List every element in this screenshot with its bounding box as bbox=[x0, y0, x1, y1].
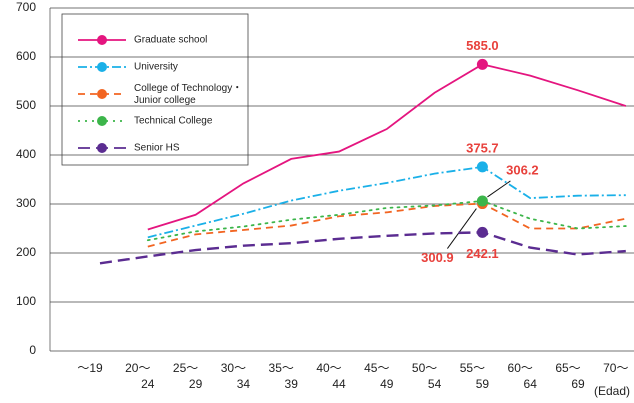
x-tick-sublabel: 54 bbox=[428, 377, 442, 391]
legend-label: University bbox=[134, 62, 178, 73]
legend-label: Graduate school bbox=[134, 35, 207, 46]
x-tick-sublabel: 44 bbox=[332, 377, 346, 391]
legend-label: Senior HS bbox=[134, 143, 180, 154]
x-tick-sublabel: 49 bbox=[380, 377, 394, 391]
legend-label: Technical College bbox=[134, 116, 213, 127]
x-tick-sublabel: 69 bbox=[571, 377, 585, 391]
x-tick-label: 40～ bbox=[316, 361, 341, 375]
series-line bbox=[147, 202, 626, 248]
x-tick-sublabel: 59 bbox=[476, 377, 490, 391]
x-tick-label: ～19 bbox=[77, 361, 103, 375]
x-tick-sublabel: 64 bbox=[524, 377, 538, 391]
y-tick-label: 200 bbox=[16, 245, 36, 259]
data-point bbox=[476, 226, 488, 238]
x-tick-sublabel: 34 bbox=[237, 377, 251, 391]
value-label: 375.7 bbox=[466, 140, 499, 155]
y-tick-label: 500 bbox=[16, 98, 36, 112]
value-label: 242.1 bbox=[466, 246, 499, 261]
y-tick-label: 0 bbox=[29, 343, 36, 357]
x-tick-label: 60～ bbox=[508, 361, 533, 375]
series-line bbox=[146, 200, 627, 242]
x-tick-label: 70～ bbox=[603, 361, 628, 375]
value-label: 585.0 bbox=[466, 38, 499, 53]
x-tick-label: 65～ bbox=[555, 361, 580, 375]
x-tick-label: 45～ bbox=[364, 361, 389, 375]
x-tick-sublabel: 24 bbox=[141, 377, 155, 391]
annotation-arrow bbox=[487, 180, 511, 198]
x-unit-label: (Edad) bbox=[594, 384, 630, 398]
legend-marker bbox=[97, 62, 107, 72]
series-line bbox=[99, 231, 626, 265]
y-tick-label: 700 bbox=[16, 0, 36, 14]
x-tick-label: 55～ bbox=[460, 361, 485, 375]
value-label: 306.2 bbox=[506, 162, 539, 177]
x-tick-sublabel: 29 bbox=[189, 377, 203, 391]
series-line bbox=[147, 165, 626, 239]
x-tick-label: 20～ bbox=[125, 361, 150, 375]
legend-marker bbox=[97, 89, 107, 99]
series-line bbox=[147, 63, 627, 231]
legend-label-part: College of Technology・ bbox=[134, 83, 242, 94]
data-point bbox=[476, 195, 488, 207]
value-label: 300.9 bbox=[421, 250, 454, 265]
x-tick-sublabel: 39 bbox=[285, 377, 299, 391]
x-tick-label: 35～ bbox=[269, 361, 294, 375]
legend-label: College of Technology・ Junior college bbox=[134, 83, 242, 106]
y-tick-label: 100 bbox=[16, 294, 36, 308]
legend-marker bbox=[97, 143, 107, 153]
y-tick-label: 400 bbox=[16, 147, 36, 161]
x-tick-label: 50～ bbox=[412, 361, 437, 375]
y-tick-label: 600 bbox=[16, 49, 36, 63]
x-tick-label: 30～ bbox=[221, 361, 246, 375]
annotation-arrow bbox=[446, 208, 477, 249]
y-tick-label: 300 bbox=[16, 196, 36, 210]
legend-label-part: Junior college bbox=[134, 95, 196, 106]
x-tick-label: 25～ bbox=[173, 361, 198, 375]
data-point bbox=[476, 58, 488, 70]
legend-marker bbox=[97, 116, 107, 126]
legend-marker bbox=[97, 35, 107, 45]
data-point bbox=[476, 161, 488, 173]
